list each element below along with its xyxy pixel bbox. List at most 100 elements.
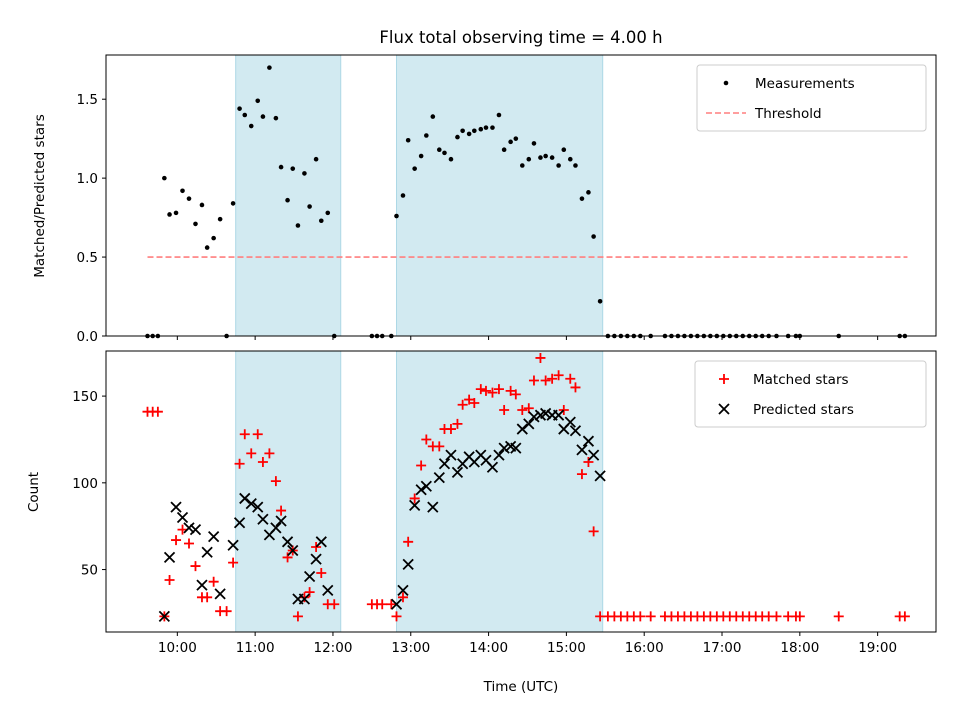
measurement-point: [501, 147, 507, 153]
predicted-point: [233, 517, 246, 529]
predicted-point: [510, 442, 522, 454]
measurement-point: [483, 125, 489, 130]
matched-point: [475, 384, 486, 395]
matched-point: [794, 611, 805, 622]
measurement-point: [162, 175, 167, 181]
matched-point: [588, 526, 599, 537]
measurement-point: [460, 128, 465, 134]
measurement-point: [180, 188, 185, 194]
x-tick-label: 10:00: [158, 640, 197, 656]
measurement-point: [204, 245, 210, 250]
measurement-point: [237, 106, 242, 111]
matched-point: [464, 394, 475, 405]
matched-point: [576, 469, 587, 480]
measurement-point: [526, 156, 532, 162]
x-tick-label: 16:00: [625, 640, 664, 656]
x-tick-label: 11:00: [236, 640, 275, 656]
measurement-point: [549, 155, 555, 160]
measurement-point: [173, 210, 179, 216]
predicted-point: [564, 416, 576, 428]
measurement-point: [436, 147, 442, 153]
measurement-point: [313, 156, 319, 162]
measurement-point: [325, 210, 331, 216]
matched-point: [292, 611, 303, 622]
measurement-point: [597, 298, 603, 304]
measurement-point: [295, 223, 301, 228]
predicted-point: [540, 407, 552, 420]
predicted-point: [415, 484, 427, 496]
measurement-point: [412, 166, 417, 171]
matched-point: [434, 441, 445, 452]
top-y-axis-label: Matched/Predicted stars: [32, 114, 48, 277]
predicted-point: [528, 411, 540, 423]
matched-point: [547, 373, 558, 384]
measurement-point: [573, 163, 578, 168]
legend-box: [694, 360, 927, 428]
predicted-point: [594, 470, 606, 482]
measurement-point: [543, 153, 548, 159]
measurement-point: [455, 134, 460, 140]
predicted-point: [397, 584, 409, 597]
measurement-point: [405, 137, 411, 143]
predicted-point: [208, 530, 220, 543]
predicted-point: [201, 546, 213, 558]
y-tick-label: 100: [72, 476, 98, 492]
matched-point: [184, 538, 194, 549]
matched-point: [635, 611, 646, 622]
measurement-point: [260, 114, 266, 119]
predicted-point: [552, 409, 565, 421]
predicted-point: [176, 511, 189, 524]
x-tick-label: 19:00: [858, 640, 897, 656]
matched-point: [329, 599, 340, 610]
matched-point: [645, 611, 656, 622]
matched-point: [565, 373, 576, 384]
shaded-interval: [396, 54, 604, 337]
matched-point: [221, 606, 232, 617]
measurement-point: [538, 155, 543, 160]
matched-point: [239, 429, 250, 440]
y-tick-label: 150: [72, 389, 98, 405]
matched-point: [304, 587, 315, 598]
measurement-point: [478, 126, 484, 132]
predicted-point: [239, 492, 251, 505]
matched-point: [228, 557, 239, 568]
matched-point: [403, 536, 414, 547]
matched-point: [270, 476, 281, 487]
matched-point: [570, 382, 581, 393]
matched-point: [208, 576, 219, 587]
predicted-point: [158, 610, 170, 623]
measurement-point: [424, 133, 429, 138]
measurement-point: [579, 196, 585, 201]
measurement-point: [430, 114, 436, 119]
matched-point: [164, 574, 175, 585]
measurement-point: [400, 193, 406, 198]
measurement-point: [513, 136, 519, 141]
matched-point: [487, 387, 498, 398]
predicted-point: [493, 449, 505, 461]
measurement-point: [242, 112, 248, 118]
matched-point: [391, 611, 402, 622]
y-tick-label: 0.0: [77, 329, 98, 345]
matched-point: [445, 424, 456, 435]
matched-point: [252, 429, 263, 440]
predicted-point: [576, 444, 588, 456]
measurement-point: [217, 216, 223, 222]
matched-point: [833, 611, 844, 622]
measurement-point: [490, 125, 495, 130]
predicted-point: [445, 449, 457, 461]
predicted-point: [427, 501, 439, 513]
measurement-point: [561, 147, 567, 153]
matched-point: [899, 611, 910, 622]
matched-point: [177, 524, 188, 535]
matched-point: [452, 418, 463, 429]
x-axis-label: Time (UTC): [483, 679, 559, 695]
matched-point: [553, 370, 564, 381]
matched-point: [421, 434, 432, 445]
predicted-point: [275, 515, 287, 527]
matched-point: [469, 398, 480, 409]
matched-point: [510, 389, 521, 400]
predicted-point: [183, 522, 195, 534]
matched-point: [457, 399, 468, 410]
predicted-point: [287, 544, 299, 557]
measurement-point: [273, 115, 279, 121]
